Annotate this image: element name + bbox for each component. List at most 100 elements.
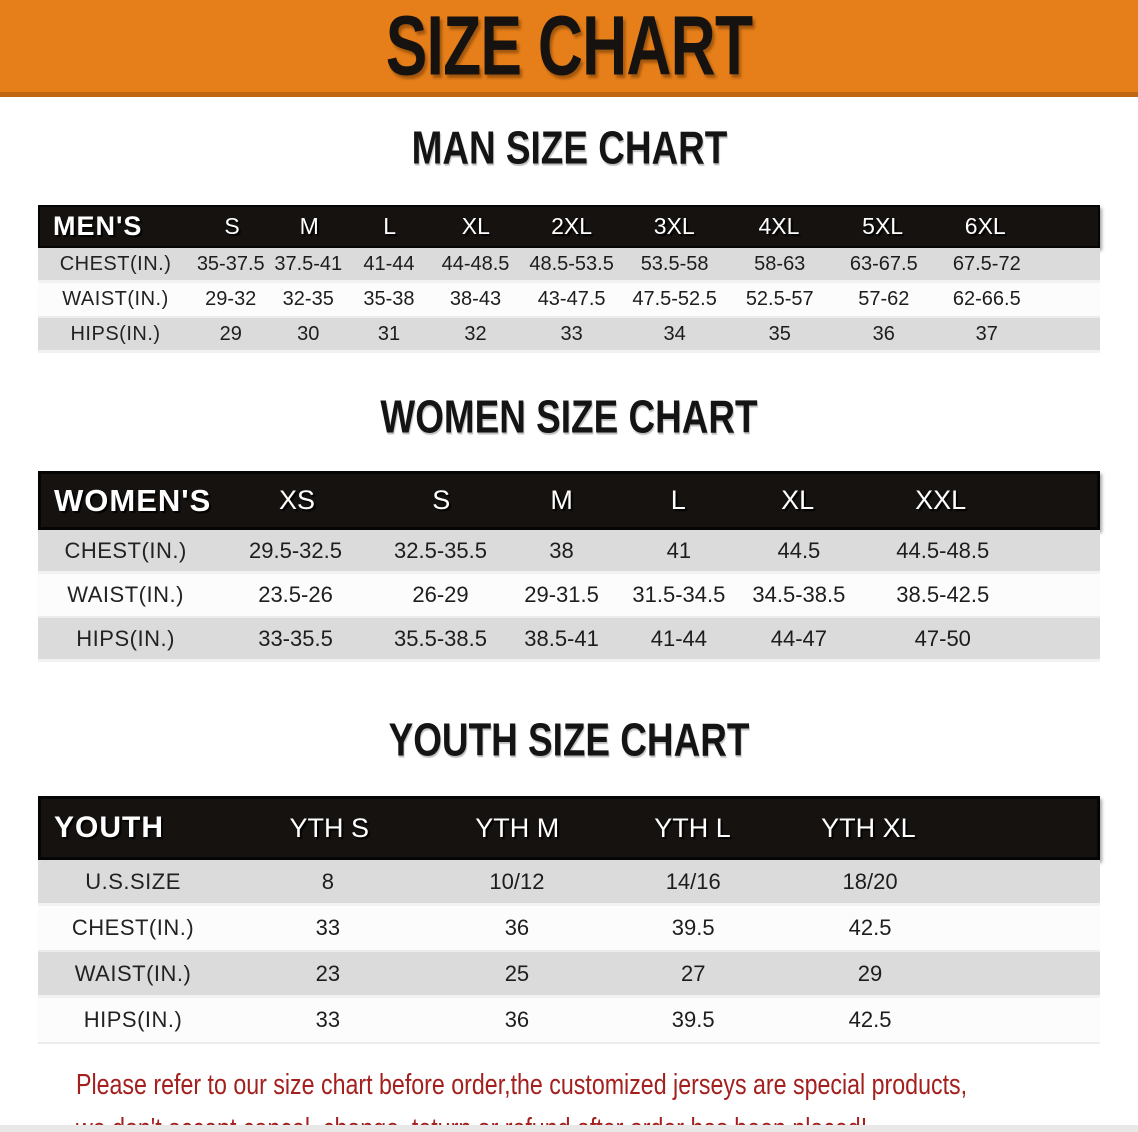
cell-value: 29 [219, 322, 242, 345]
cell-value: 42.5 [848, 915, 892, 940]
cell-value: 38-43 [449, 288, 502, 310]
cell-value: 27 [680, 960, 706, 986]
column-header: 2XL [551, 213, 593, 239]
cell-value: 29 [857, 960, 883, 986]
cell-value: 42.5 [848, 1007, 892, 1032]
cell-value: 8 [321, 868, 335, 894]
table-row: HIPS(IN.) 33 36 39.5 42.5 [38, 998, 1100, 1044]
column-header: S [432, 485, 451, 515]
column-header: S [224, 213, 240, 239]
cell-value: 41-44 [363, 252, 415, 275]
column-header: YTH S [289, 812, 370, 843]
men-size-table: MEN'S S M L XL 2XL 3XL 4XL 5XL 6XL CHEST(IN.) 35-37… [38, 205, 1100, 353]
men-heading-text: MAN SIZE CHART [411, 120, 727, 174]
cell-value: 41 [666, 537, 692, 563]
table-title-cell: WOMEN'S [54, 482, 212, 518]
row-label: HIPS(IN.) [83, 1007, 183, 1032]
cell-value: 34 [663, 322, 686, 345]
cell-value: 30 [297, 322, 320, 345]
cell-value: 52.5-57 [745, 288, 814, 310]
table-title-cell: MEN'S [53, 211, 143, 241]
size-chart-content: MAN SIZE CHART MEN'S S M L XL 2XL 3XL 4XL 5XL 6XL… [0, 120, 1138, 1132]
cell-value: 36 [872, 322, 895, 345]
cell-value: 48.5-53.5 [529, 252, 614, 275]
cell-value: 37.5-41 [274, 252, 343, 275]
table-row: HIPS(IN.) 33-35.5 35.5-38.5 38.5-41 41-44 44-… [38, 618, 1100, 662]
cell-value: 44.5 [777, 537, 821, 563]
column-header: 4XL [758, 213, 800, 239]
column-header: L [670, 485, 686, 515]
cell-value: 26-29 [412, 582, 469, 607]
cell-value: 29.5-32.5 [249, 537, 342, 563]
cell-value: 23.5-26 [258, 582, 333, 607]
table-row: WAIST(IN.) 23 25 27 29 [38, 952, 1100, 998]
women-heading-text: WOMEN SIZE CHART [380, 389, 758, 443]
column-header: XL [461, 213, 490, 239]
cell-value: 35 [768, 322, 791, 345]
men-section-heading: MAN SIZE CHART [38, 120, 1100, 180]
cell-value: 38.5-42.5 [896, 582, 990, 607]
cell-value: 37 [975, 322, 998, 345]
cell-value: 32-35 [282, 288, 334, 310]
women-section-heading: WOMEN SIZE CHART [38, 389, 1100, 449]
cell-value: 25 [504, 960, 530, 986]
cell-value: 29-31.5 [524, 582, 599, 607]
row-label: CHEST(IN.) [59, 252, 172, 275]
cell-value: 31.5-34.5 [632, 582, 726, 607]
table-row: CHEST(IN.) 29.5-32.5 32.5-35.5 38 41 44.5 44.5… [38, 530, 1100, 574]
column-header: YTH L [654, 812, 731, 843]
banner-title: SIZE CHART [385, 0, 753, 93]
cell-value: 41-44 [650, 625, 708, 651]
cell-value: 14/16 [665, 868, 721, 894]
cell-value: 44.5-48.5 [896, 537, 990, 563]
table-header-row: WOMEN'S XS S M L XL XXL [38, 471, 1100, 530]
row-label: CHEST(IN.) [64, 537, 187, 563]
cell-value: 35-37.5 [196, 252, 265, 275]
table-title-cell: YOUTH [54, 811, 164, 844]
banner: SIZE CHART [0, 0, 1138, 97]
column-header: YTH M [475, 812, 560, 843]
table-row: HIPS(IN.) 29 30 31 32 33 34 35 36 37 [38, 318, 1100, 353]
cell-value: 23 [315, 960, 341, 986]
row-label: WAIST(IN.) [62, 288, 169, 310]
column-header: M [550, 485, 573, 515]
cell-value: 32 [464, 322, 487, 345]
cell-value: 53.5-58 [640, 252, 709, 275]
cell-value: 33 [315, 1007, 341, 1032]
section-women: WOMEN SIZE CHART WOMEN'S XS S M L XL XXL CHEST(… [38, 389, 1100, 662]
table-row: U.S.SIZE 8 10/12 14/16 18/20 [38, 860, 1100, 906]
table-row: CHEST(IN.) 33 36 39.5 42.5 [38, 906, 1100, 952]
cell-value: 31 [377, 322, 401, 345]
column-header: L [383, 213, 397, 239]
column-header: 3XL [653, 213, 695, 239]
cell-value: 32.5-35.5 [394, 537, 487, 563]
cell-value: 38.5-41 [524, 625, 599, 651]
column-header: 5XL [862, 213, 904, 239]
column-header: XXL [915, 485, 967, 515]
table-row: WAIST(IN.) 29-32 32-35 35-38 38-43 43-47.5 47.… [38, 283, 1100, 318]
cell-value: 36 [504, 915, 530, 940]
row-label: WAIST(IN.) [67, 582, 184, 607]
cell-value: 63-67.5 [849, 252, 918, 275]
column-header: YTH XL [821, 812, 916, 843]
cell-value: 35.5-38.5 [394, 625, 487, 651]
cell-value: 29-32 [205, 288, 257, 310]
column-header: XL [781, 485, 815, 515]
cell-value: 36 [504, 1007, 530, 1032]
cell-value: 35-38 [363, 288, 415, 310]
row-label: WAIST(IN.) [74, 960, 192, 986]
row-label: CHEST(IN.) [71, 915, 195, 940]
cell-value: 58-63 [754, 252, 806, 275]
cell-value: 38 [549, 537, 574, 563]
column-header: M [299, 213, 319, 239]
row-label: HIPS(IN.) [70, 322, 161, 345]
cell-value: 33-35.5 [258, 625, 333, 651]
cell-value: 34.5-38.5 [752, 582, 846, 607]
cell-value: 44-47 [770, 625, 828, 651]
column-header: XS [279, 485, 316, 515]
cell-value: 43-47.5 [537, 288, 606, 310]
women-size-table: WOMEN'S XS S M L XL XXL CHEST(IN.) 29.5-32.5 32.5… [38, 471, 1100, 662]
row-label: U.S.SIZE [85, 868, 181, 894]
cell-value: 47.5-52.5 [632, 288, 717, 310]
